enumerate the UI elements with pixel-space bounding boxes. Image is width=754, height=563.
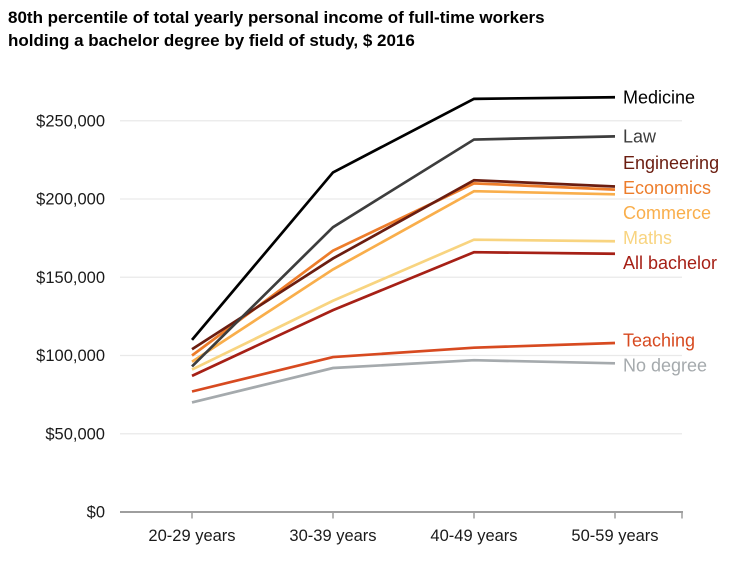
chart-title-line2: holding a bachelor degree by field of st… bbox=[8, 31, 415, 50]
x-category-label: 40-49 years bbox=[430, 527, 517, 545]
y-tick-label: $50,000 bbox=[45, 425, 105, 443]
x-category-label: 50-59 years bbox=[571, 527, 658, 545]
y-tick-label: $250,000 bbox=[36, 112, 105, 130]
x-category-label: 20-29 years bbox=[148, 527, 235, 545]
series-label-maths: Maths bbox=[623, 228, 672, 248]
series-label-teaching: Teaching bbox=[623, 331, 695, 351]
series-line-teaching bbox=[191, 341, 616, 393]
chart-title: 80th percentile of total yearly personal… bbox=[8, 6, 545, 52]
series-label-no-degree: No degree bbox=[623, 356, 707, 376]
series-label-all-bachelor: All bachelor bbox=[623, 253, 717, 273]
series-label-law: Law bbox=[623, 126, 657, 146]
series-line-engineering bbox=[191, 178, 616, 351]
series-line-all-bachelor bbox=[191, 250, 616, 378]
chart-title-line1: 80th percentile of total yearly personal… bbox=[8, 8, 545, 27]
series-line-medicine bbox=[190, 95, 616, 341]
series-line-no-degree bbox=[191, 358, 616, 404]
series-line-law bbox=[191, 135, 616, 368]
y-tick-label: $150,000 bbox=[36, 269, 105, 287]
series-label-engineering: Engineering bbox=[623, 153, 719, 173]
series-label-medicine: Medicine bbox=[623, 87, 695, 107]
series-line-maths bbox=[191, 238, 616, 371]
series-label-economics: Economics bbox=[623, 178, 711, 198]
y-tick-label: $0 bbox=[87, 504, 105, 522]
x-category-label: 30-39 years bbox=[289, 527, 376, 545]
series-label-commerce: Commerce bbox=[623, 203, 711, 223]
y-tick-label: $200,000 bbox=[36, 191, 105, 209]
y-tick-label: $100,000 bbox=[36, 347, 105, 365]
series-line-commerce bbox=[191, 189, 616, 363]
